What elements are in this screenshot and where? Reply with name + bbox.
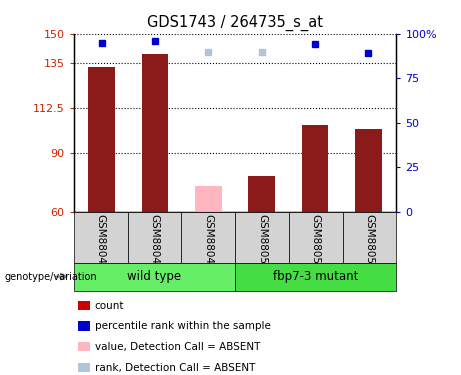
- Text: GSM88044: GSM88044: [149, 214, 160, 271]
- Text: percentile rank within the sample: percentile rank within the sample: [95, 321, 271, 331]
- Text: GSM88043: GSM88043: [95, 214, 106, 271]
- Text: wild type: wild type: [127, 270, 182, 283]
- Bar: [235, 212, 289, 262]
- Bar: [181, 212, 235, 262]
- Text: GSM88054: GSM88054: [365, 214, 375, 271]
- Bar: [195, 186, 222, 212]
- Bar: [235, 262, 396, 291]
- Bar: [355, 129, 382, 212]
- Title: GDS1743 / 264735_s_at: GDS1743 / 264735_s_at: [147, 15, 323, 31]
- Bar: [302, 125, 328, 212]
- Bar: [128, 212, 181, 262]
- Text: GSM88052: GSM88052: [257, 214, 267, 271]
- Bar: [74, 212, 128, 262]
- Bar: [89, 68, 115, 212]
- Text: rank, Detection Call = ABSENT: rank, Detection Call = ABSENT: [95, 363, 255, 372]
- Text: genotype/variation: genotype/variation: [5, 272, 97, 282]
- Text: GSM88053: GSM88053: [311, 214, 321, 271]
- Text: value, Detection Call = ABSENT: value, Detection Call = ABSENT: [95, 342, 260, 352]
- Bar: [248, 176, 275, 212]
- Bar: [142, 54, 168, 212]
- Text: count: count: [95, 301, 124, 310]
- Bar: [74, 262, 235, 291]
- Bar: [343, 212, 396, 262]
- Bar: [289, 212, 343, 262]
- Text: fbp7-3 mutant: fbp7-3 mutant: [273, 270, 359, 283]
- Text: GSM88045: GSM88045: [203, 214, 213, 271]
